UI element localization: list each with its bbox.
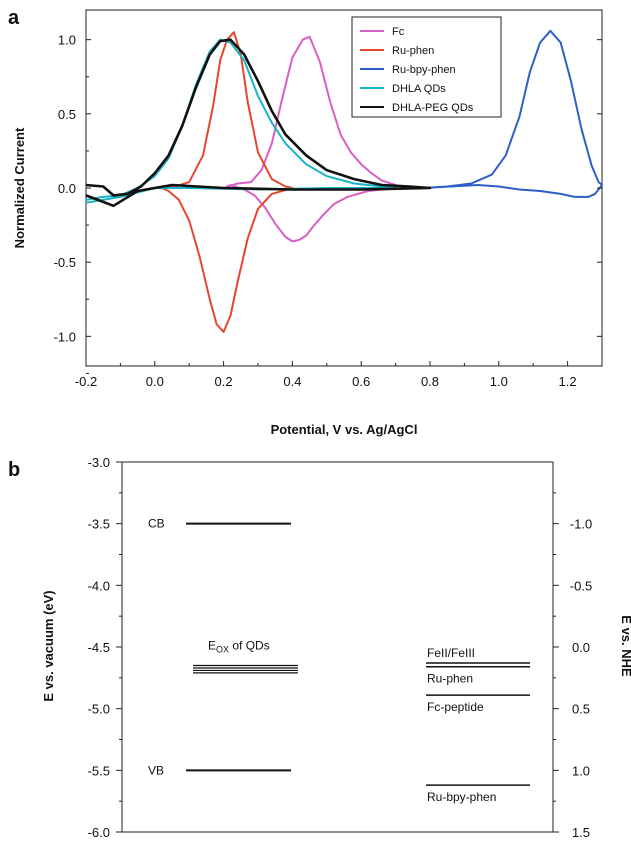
legend-label: DHLA-PEG QDs bbox=[392, 102, 474, 114]
b-y-tick-label: -3.0 bbox=[88, 455, 110, 470]
level-label: Fc-peptide bbox=[427, 700, 484, 714]
b-right-tick-label: -1.0 bbox=[570, 517, 592, 532]
level-label: CB bbox=[148, 517, 165, 531]
level-label: FeII/FeIII bbox=[427, 646, 475, 660]
series-line-ru-bpy-phen bbox=[423, 29, 603, 198]
plot-a-xlabel: Potential, V vs. Ag/AgCl bbox=[271, 422, 418, 437]
plot-b-frame bbox=[121, 461, 554, 833]
level-label: Ru-bpy-phen bbox=[427, 790, 496, 804]
plot-a-series bbox=[85, 29, 603, 333]
plot-a-legend: Fc Ru-phen Ru-bpy-phen DHLA QDs DHLA-PEG QDs bbox=[351, 16, 502, 118]
y-tick-label: 0.5 bbox=[58, 107, 76, 122]
y-tick-label: 1.0 bbox=[58, 33, 76, 48]
y-tick-label: -1.0 bbox=[54, 329, 76, 344]
y-tick-label: -0.5 bbox=[54, 255, 76, 270]
legend-label: Fc bbox=[392, 26, 405, 38]
series-line-dhla-peg-qds bbox=[85, 38, 432, 208]
plot-b-ylabel-right: E vs. NHE bbox=[619, 615, 631, 677]
plot-b-ylabel: E vs. vacuum (eV) bbox=[41, 590, 56, 701]
b-y-tick-label: -5.5 bbox=[88, 763, 110, 778]
x-tick-label: -0.2 bbox=[75, 374, 97, 389]
legend-label: DHLA QDs bbox=[392, 83, 446, 95]
legend-label: Ru-bpy-phen bbox=[392, 64, 456, 76]
x-tick-label: 1.2 bbox=[559, 374, 577, 389]
eox-label: EOX of QDs bbox=[208, 638, 270, 654]
series-line-ru-phen bbox=[154, 31, 294, 333]
b-y-tick-label: -3.5 bbox=[88, 517, 110, 532]
x-tick-label: 0.2 bbox=[215, 374, 233, 389]
x-tick-label: 1.0 bbox=[490, 374, 508, 389]
x-tick-label: 0.0 bbox=[146, 374, 164, 389]
b-y-tick-label: -4.0 bbox=[88, 578, 110, 593]
b-right-tick-label: 0.0 bbox=[572, 640, 590, 655]
plot-a-ylabel: Normalized Current bbox=[12, 127, 27, 248]
x-tick-label: 0.4 bbox=[283, 374, 301, 389]
panel-a-label: a bbox=[8, 7, 20, 29]
b-y-tick-label: -4.5 bbox=[88, 640, 110, 655]
y-tick-label: 0.0 bbox=[58, 181, 76, 196]
legend-label: Ru-phen bbox=[392, 45, 434, 57]
b-right-tick-label: -0.5 bbox=[570, 578, 592, 593]
x-tick-label: 0.8 bbox=[421, 374, 439, 389]
b-right-tick-label: 1.0 bbox=[572, 763, 590, 778]
legend-box bbox=[351, 16, 502, 118]
panel-b-label: b bbox=[8, 459, 20, 481]
level-label: VB bbox=[148, 763, 164, 777]
b-y-tick-label: -6.0 bbox=[88, 825, 110, 840]
b-right-tick-label: 0.5 bbox=[572, 702, 590, 717]
b-right-tick-label: 1.5 bbox=[572, 825, 590, 840]
x-tick-label: 0.6 bbox=[352, 374, 370, 389]
level-label: Ru-phen bbox=[427, 672, 473, 686]
b-y-tick-label: -5.0 bbox=[88, 702, 110, 717]
